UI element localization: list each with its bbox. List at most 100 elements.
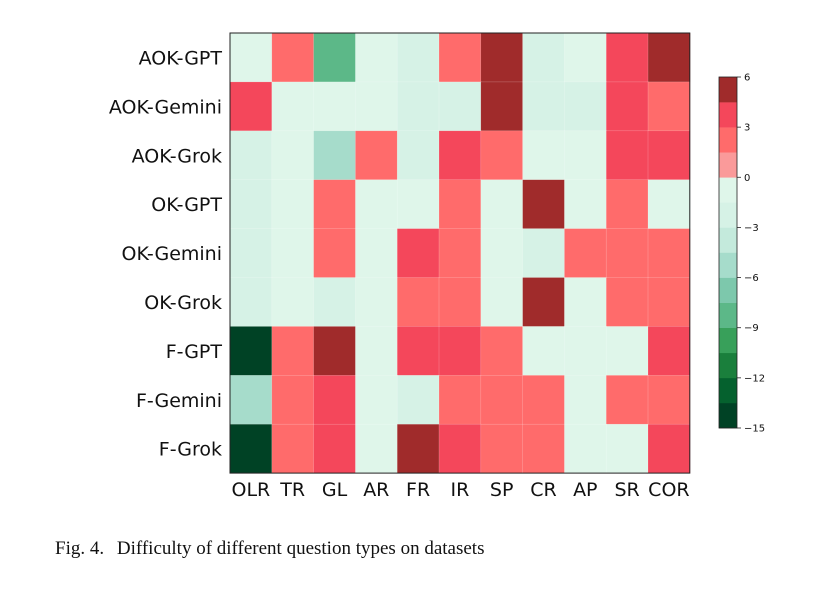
heatmap-cell (522, 32, 566, 83)
heatmap-cell (564, 179, 607, 230)
heatmap-cell (313, 326, 357, 376)
heatmap-cell (605, 81, 649, 132)
column-label: GL (322, 479, 348, 501)
colorbar-segment (719, 327, 737, 354)
heatmap-cell (438, 375, 482, 425)
colorbar-tick-label: −6 (744, 273, 759, 284)
heatmap-cell (355, 375, 398, 425)
colorbar-tick-label: −9 (744, 323, 759, 334)
heatmap-cell (522, 179, 566, 230)
column-label: TR (279, 479, 305, 501)
heatmap-cell (564, 277, 607, 328)
heatmap-cell (396, 179, 440, 230)
heatmap-cell (480, 277, 524, 328)
row-label: OK-GPT (151, 194, 222, 216)
heatmap-cell (480, 179, 524, 230)
heatmap-cell (438, 326, 482, 376)
heatmap-cell (647, 228, 691, 279)
colorbar (718, 76, 738, 429)
heatmap-cell (438, 277, 482, 328)
row-label: AOK-GPT (139, 47, 223, 69)
row-label: F-Grok (159, 439, 222, 461)
heatmap-cell (396, 277, 440, 328)
column-label: IR (450, 479, 469, 501)
heatmap-cell (271, 423, 315, 474)
heatmap-cell (522, 130, 566, 181)
heatmap-cell (229, 228, 273, 279)
heatmap-cell (605, 277, 649, 328)
heatmap-cell (522, 375, 566, 425)
colorbar-ticks: 6 3 0 −3 −6 −9 −12 −15 (737, 73, 765, 435)
heatmap-cell (564, 423, 607, 474)
heatmap-cell (396, 130, 440, 181)
colorbar-segment (719, 102, 737, 128)
heatmap-cell (647, 326, 691, 376)
heatmap-cell (229, 375, 273, 425)
colorbar-segment (719, 402, 737, 429)
heatmap-cell (355, 326, 398, 376)
heatmap-cell (313, 277, 357, 328)
heatmap-cell (480, 326, 524, 376)
column-label: SR (614, 479, 639, 501)
heatmap-cell (313, 228, 357, 279)
row-label: F-GPT (166, 341, 223, 363)
column-label: OLR (232, 479, 271, 501)
figure-caption: Fig. 4. Difficulty of different question… (55, 538, 484, 560)
column-label: AR (363, 479, 389, 501)
heatmap-cell (438, 423, 482, 474)
heatmap-cell (605, 423, 649, 474)
heatmap-cell (313, 130, 357, 181)
colorbar-tick-label: −12 (744, 373, 765, 384)
heatmap-cell (229, 130, 273, 181)
heatmap-cell (605, 326, 649, 376)
heatmap-cell (480, 375, 524, 425)
heatmap-cell (438, 179, 482, 230)
heatmap-cell (438, 130, 482, 181)
heatmap-cell (313, 423, 357, 474)
heatmap-cell (355, 130, 398, 181)
colorbar-segment (719, 252, 737, 278)
colorbar-tick-label: 3 (744, 123, 750, 134)
colorbar-segment (719, 302, 737, 329)
heatmap-cell (271, 130, 315, 181)
row-label: OK-Gemini (122, 243, 223, 265)
heatmap-cells (229, 32, 691, 474)
heatmap-cell (438, 81, 482, 132)
heatmap-cell (229, 81, 273, 132)
heatmap-cell (355, 32, 398, 83)
colorbar-segment (719, 202, 737, 228)
heatmap-cell (313, 32, 357, 83)
heatmap-cell (271, 277, 315, 328)
heatmap-cell (438, 228, 482, 279)
heatmap-cell (313, 375, 357, 425)
colorbar-segment (719, 127, 737, 153)
heatmap-cell (522, 326, 566, 376)
heatmap-cell (313, 179, 357, 230)
heatmap-chart: AOK-GPT AOK-Gemini AOK-Grok OK-GPT OK-Gemini… (109, 32, 765, 501)
heatmap-cell (480, 228, 524, 279)
colorbar-segment (719, 227, 737, 253)
heatmap-cell (647, 423, 691, 474)
row-label: OK-Grok (144, 292, 222, 314)
heatmap-cell (564, 130, 607, 181)
plot-frame (229, 32, 691, 474)
colorbar-tick-label: −15 (744, 424, 765, 435)
heatmap-cell (396, 81, 440, 132)
caption-label: Fig. 4. (55, 538, 105, 559)
heatmap-cell (522, 277, 566, 328)
heatmap-cell (271, 32, 315, 83)
heatmap-cell (647, 375, 691, 425)
colorbar-tick-label: 6 (744, 73, 750, 84)
heatmap-cell (564, 32, 607, 83)
heatmap-cell (480, 81, 524, 132)
heatmap-cell (313, 81, 357, 132)
heatmap-cell (605, 32, 649, 83)
heatmap-cell (396, 32, 440, 83)
heatmap-cell (564, 81, 607, 132)
heatmap-cell (396, 423, 440, 474)
heatmap-cell (229, 32, 273, 83)
colorbar-tick-label: −3 (744, 223, 759, 234)
heatmap-cell (229, 326, 273, 376)
colorbar-segment (719, 352, 737, 379)
heatmap-cell (271, 326, 315, 376)
